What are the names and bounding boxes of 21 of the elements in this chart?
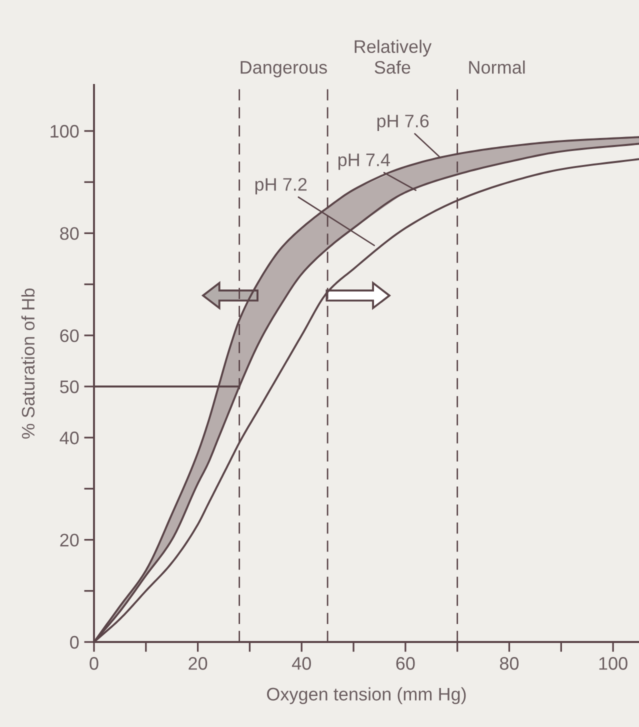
- ref-line-label: Relatively Safe: [354, 40, 432, 74]
- y-axis-title: % Saturation of Hb: [21, 288, 35, 439]
- annotation: pH 7.4: [338, 154, 390, 170]
- x-tick-label: 80: [500, 657, 519, 670]
- x-tick-label: 100: [599, 657, 628, 670]
- x-axis-title: Oxygen tension (mm Hg): [267, 687, 466, 704]
- y-tick-label: 0: [70, 636, 79, 649]
- y-tick-label: 100: [50, 124, 79, 138]
- annotation: pH 7.6: [377, 114, 429, 131]
- y-tick-label: 80: [60, 227, 79, 240]
- y-tick-label: 20: [60, 534, 79, 547]
- ref-line-label: Normal: [469, 60, 525, 74]
- x-tick-label: 40: [292, 657, 311, 670]
- y-tick-label: 60: [60, 329, 79, 342]
- x-tick-label: 60: [396, 657, 415, 670]
- y-tick-label: 40: [60, 432, 79, 444]
- x-tick-label: 0: [90, 657, 98, 670]
- annotation: pH 7.2: [255, 178, 307, 194]
- ref-line-label: Dangerous: [240, 61, 327, 78]
- x-tick-label: 20: [188, 657, 208, 670]
- y-tick-label: 50: [60, 380, 79, 394]
